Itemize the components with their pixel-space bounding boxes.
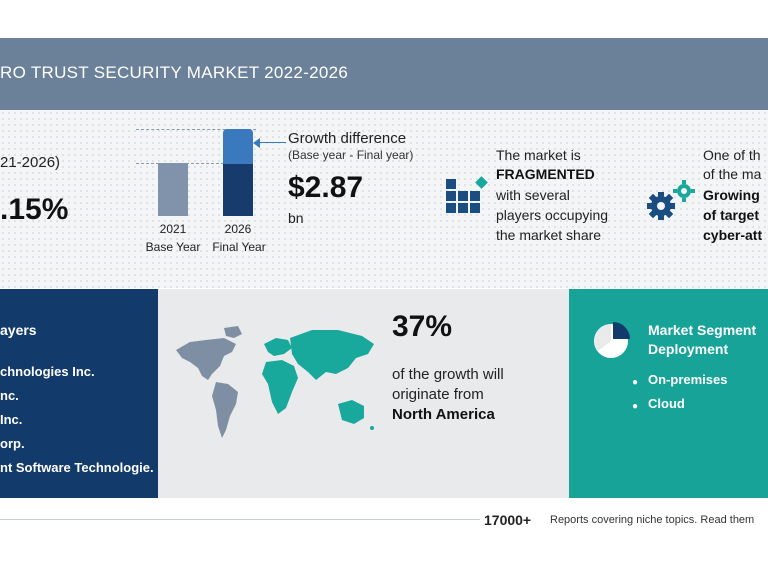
bar-sublabel-2021: Base Year	[145, 240, 201, 254]
market-line1: The market is	[496, 147, 581, 163]
growth-unit: bn	[288, 210, 304, 226]
header-band	[0, 38, 768, 110]
guide-line-top	[136, 129, 256, 130]
segment-item: Cloud	[648, 396, 685, 411]
driver-line1: One of th	[703, 147, 761, 163]
player-item: chnologies Inc.	[0, 364, 95, 379]
gears-icon	[646, 178, 698, 222]
market-line5: the market share	[496, 227, 602, 243]
segment-item: On-premises	[648, 372, 728, 387]
bullet-icon: ●	[632, 377, 639, 388]
bar-2021	[158, 163, 188, 216]
pie-chart-icon	[592, 320, 632, 360]
market-line4: players occupying	[496, 207, 609, 223]
player-item: nt Software Technologie.	[0, 460, 154, 475]
bullet-icon: ●	[632, 401, 639, 412]
geo-line1: of the growth will	[392, 366, 504, 383]
cagr-value: .15%	[0, 193, 69, 226]
bar-label-2026: 2026	[224, 222, 252, 236]
growth-title: Growth difference	[288, 130, 407, 147]
geo-percent: 37%	[392, 310, 453, 343]
driver-line2: of the ma	[703, 166, 762, 182]
geo-line2: originate from	[392, 386, 484, 403]
players-title: ayers	[0, 322, 37, 338]
bar-label-2021: 2021	[159, 222, 187, 236]
player-item: orp.	[0, 436, 25, 451]
market-line3: with several	[496, 187, 570, 203]
bar-2026-growth	[223, 129, 253, 164]
driver-line3: Growing	[703, 187, 760, 203]
key-players-panel	[0, 289, 158, 498]
market-line2: FRAGMENTED	[496, 166, 595, 182]
arrow-left-icon	[253, 138, 260, 148]
footer-count: 17000+	[484, 512, 532, 528]
driver-line4: of target	[703, 207, 759, 223]
player-item: nc.	[0, 388, 19, 403]
bar-sublabel-2026: Final Year	[212, 240, 266, 254]
cagr-period: 21-2026)	[0, 154, 61, 171]
growth-subtitle: (Base year - Final year)	[288, 148, 414, 162]
page-title: RO TRUST SECURITY MARKET 2022-2026	[0, 63, 349, 82]
segment-subtitle: Deployment	[648, 341, 729, 357]
world-map	[172, 318, 382, 448]
bar-2026-base	[223, 164, 253, 216]
segment-title: Market Segment	[648, 322, 757, 338]
fragmented-blocks-icon	[446, 176, 498, 218]
growth-arrow-line	[256, 142, 286, 143]
driver-line5: cyber-att	[703, 227, 763, 243]
footer-divider	[0, 519, 480, 520]
info-strip	[0, 110, 768, 288]
player-item: Inc.	[0, 412, 23, 427]
geo-region: North America	[392, 406, 495, 423]
segment-panel	[569, 289, 768, 498]
growth-value: $2.87	[288, 171, 364, 204]
footer-text: Reports covering niche topics. Read them	[550, 514, 755, 526]
